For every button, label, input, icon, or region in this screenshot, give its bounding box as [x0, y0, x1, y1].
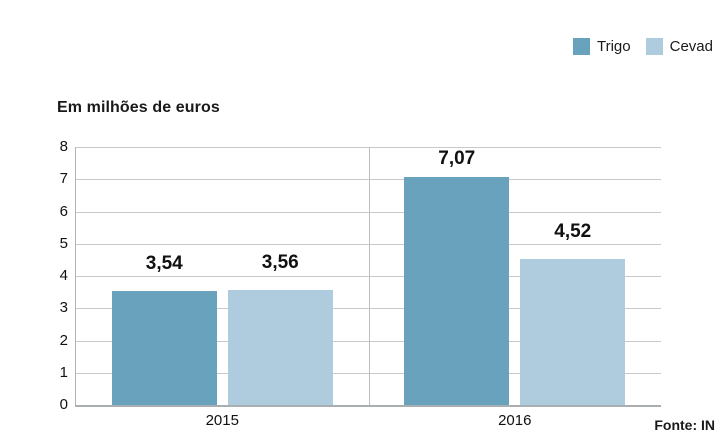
x-axis-category-label: 2015	[205, 412, 239, 429]
y-axis-tick-label: 0	[59, 396, 68, 413]
legend-swatch-icon	[573, 38, 590, 55]
x-axis-category-label: 2016	[498, 412, 532, 429]
legend-label: Cevad	[669, 38, 713, 55]
y-axis-tick-label: 2	[59, 331, 68, 349]
chart-legend: Trigo Cevad	[573, 38, 713, 55]
bar-value-label: 3,54	[145, 252, 183, 274]
y-axis-tick-label: 8	[59, 138, 68, 155]
bar-cevad-2016	[520, 259, 626, 405]
source-note: Fonte: IN	[654, 417, 715, 433]
y-axis-tick-label: 1	[59, 363, 68, 381]
bar-value-label: 3,56	[261, 252, 299, 274]
legend-item: Cevad	[645, 38, 713, 55]
chart-title: Em milhões de euros	[57, 99, 220, 116]
plot-area: 0 1 2 3 4 5 6 7 8 3,54 3,56 2015 7,07 4,52 2016	[60, 139, 661, 429]
bar-cevad-2015	[227, 290, 333, 405]
bar-value-label: 4,52	[554, 221, 592, 243]
bar-trigo-2016	[404, 177, 510, 405]
legend-swatch-icon	[645, 38, 663, 55]
legend-label: Trigo	[597, 38, 631, 55]
y-axis-tick-label: 5	[59, 234, 68, 252]
legend-item: Trigo	[573, 38, 631, 55]
y-axis-tick-label: 3	[59, 299, 68, 317]
y-axis-tick-label: 6	[59, 202, 68, 220]
category-separator-line	[368, 147, 370, 405]
y-axis-tick-label: 4	[59, 267, 68, 284]
bar-trigo-2015	[111, 290, 217, 405]
y-axis-tick-label: 7	[59, 170, 68, 188]
bar-value-label: 7,07	[438, 147, 476, 169]
